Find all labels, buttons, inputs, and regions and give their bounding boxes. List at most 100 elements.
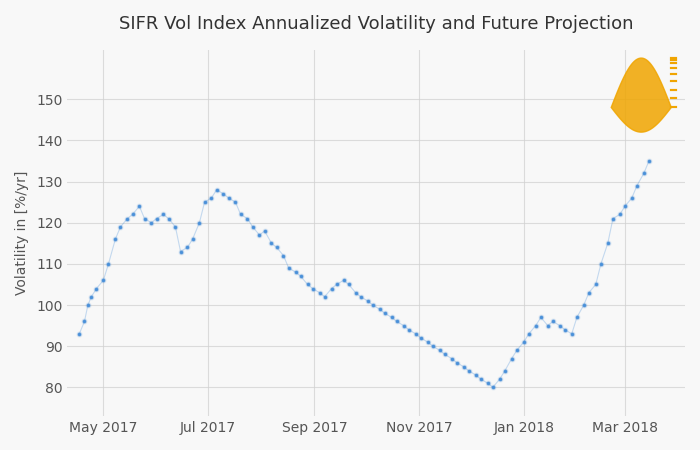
Point [331,281,342,288]
Point [158,211,169,218]
Point [487,384,498,391]
Point [463,367,475,374]
Point [139,215,150,222]
Point [83,302,94,309]
Point [74,330,85,338]
Point [367,302,378,309]
Point [631,182,643,189]
Point [578,302,589,309]
Point [559,326,570,333]
Point [74,330,85,338]
Point [266,240,277,247]
Point [554,322,566,329]
Point [242,215,253,222]
Point [439,351,450,358]
Point [278,252,289,259]
Point [571,314,582,321]
Point [542,322,553,329]
Point [295,273,307,280]
Point [446,355,457,362]
Point [620,202,631,210]
Point [122,215,133,222]
Point [134,202,145,210]
Point [518,338,529,346]
Point [475,375,486,382]
Point [187,235,198,243]
Point [487,384,498,391]
Point [434,346,445,354]
Point [547,318,559,325]
Point [602,240,613,247]
Point [362,297,373,305]
Point [470,371,482,378]
Point [290,269,301,276]
Point [367,302,378,309]
Point [631,182,643,189]
Point [211,186,222,194]
Point [146,219,157,226]
Point [511,346,522,354]
Point [410,330,421,338]
Point [452,359,463,366]
Point [446,355,457,362]
Point [403,326,414,333]
Point [326,285,337,292]
Point [218,190,229,198]
Point [631,182,643,189]
Point [98,277,109,284]
Point [218,190,229,198]
Point [482,380,493,387]
Point [446,355,457,362]
Point [319,293,330,301]
Point [602,240,613,247]
Point [307,285,318,292]
Point [422,338,433,346]
Point [158,211,169,218]
Point [331,281,342,288]
Point [163,215,174,222]
Point [410,330,421,338]
Point [536,314,547,321]
Point [439,351,450,358]
Point [266,240,277,247]
Point [259,227,270,234]
Point [398,322,409,329]
Point [319,293,330,301]
Point [79,318,90,325]
Point [398,322,409,329]
Point [578,302,589,309]
Point [427,342,438,350]
Point [494,375,505,382]
Point [482,380,493,387]
Point [110,235,121,243]
Point [367,302,378,309]
Point [170,223,181,230]
Point [458,363,469,370]
Point [439,351,450,358]
Point [170,223,181,230]
Point [362,297,373,305]
Point [79,318,90,325]
Point [638,170,650,177]
Point [103,260,114,267]
Point [338,277,349,284]
Point [307,285,318,292]
Point [290,269,301,276]
Point [475,375,486,382]
Point [355,293,366,301]
Point [386,314,397,321]
Point [206,194,217,202]
Point [187,235,198,243]
Point [242,215,253,222]
Point [506,355,517,362]
Point [530,322,541,329]
Point [331,281,342,288]
Point [206,194,217,202]
Point [283,264,294,271]
Point [643,158,655,165]
Point [271,244,282,251]
Point [391,318,402,325]
Point [626,194,638,202]
Point [506,355,517,362]
Point [554,322,566,329]
